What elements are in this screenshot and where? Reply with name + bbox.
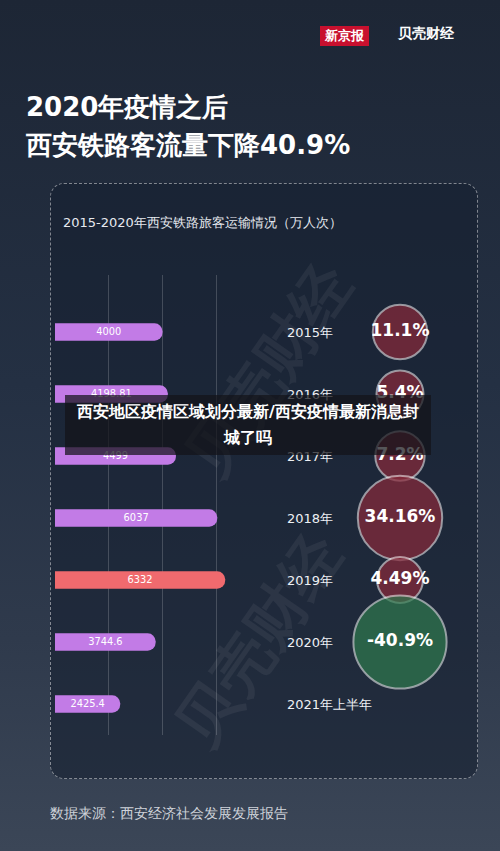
svg-text:-40.9%: -40.9% — [367, 630, 433, 650]
svg-text:2020年: 2020年 — [287, 635, 333, 650]
svg-text:11.1%: 11.1% — [371, 320, 430, 340]
svg-text:6037: 6037 — [124, 512, 149, 523]
svg-text:3744.6: 3744.6 — [88, 636, 122, 647]
svg-text:2021年上半年: 2021年上半年 — [287, 697, 372, 712]
svg-text:4000: 4000 — [96, 326, 121, 337]
svg-text:2018年: 2018年 — [287, 511, 333, 526]
svg-text:2019年: 2019年 — [287, 573, 333, 588]
svg-text:34.16%: 34.16% — [365, 506, 436, 526]
svg-text:4.49%: 4.49% — [371, 568, 430, 588]
svg-text:2425.4: 2425.4 — [70, 698, 104, 709]
svg-text:2015年: 2015年 — [287, 325, 333, 340]
svg-text:6332: 6332 — [128, 574, 153, 585]
